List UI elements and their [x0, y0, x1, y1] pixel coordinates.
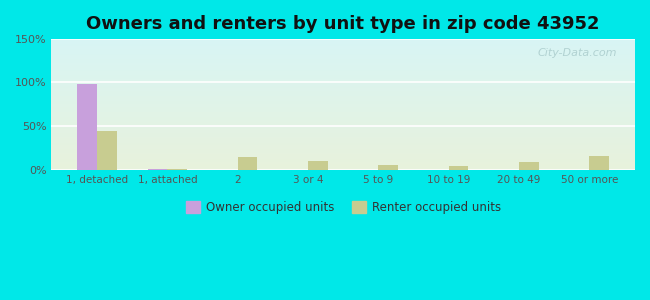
Bar	[308, 161, 328, 170]
Bar	[98, 131, 117, 170]
Bar	[448, 166, 469, 170]
Bar	[148, 169, 168, 170]
Bar	[590, 156, 609, 170]
Bar	[519, 162, 539, 170]
Bar	[378, 165, 398, 170]
Text: City-Data.com: City-Data.com	[538, 48, 617, 58]
Title: Owners and renters by unit type in zip code 43952: Owners and renters by unit type in zip c…	[86, 15, 600, 33]
Bar	[77, 84, 98, 170]
Bar	[238, 157, 257, 170]
Bar	[168, 169, 187, 170]
Legend: Owner occupied units, Renter occupied units: Owner occupied units, Renter occupied un…	[181, 196, 506, 219]
